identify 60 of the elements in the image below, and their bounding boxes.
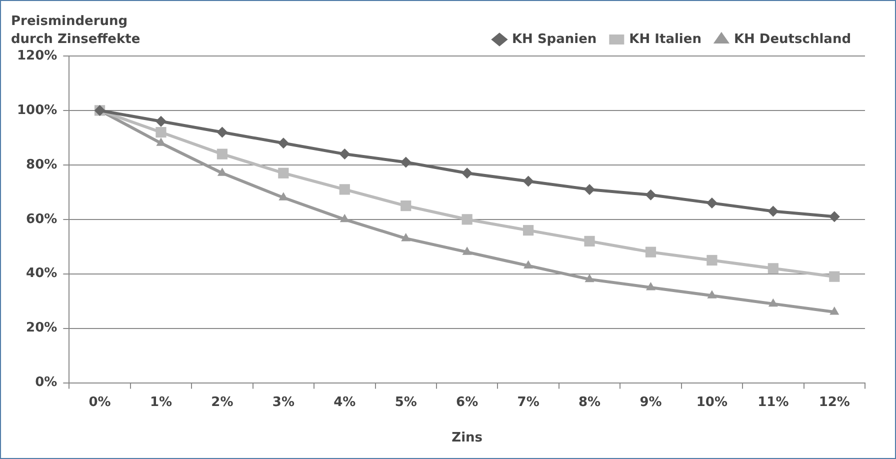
y-tick-label: 0%	[35, 375, 58, 390]
point	[217, 168, 227, 176]
point	[707, 290, 717, 298]
point	[706, 198, 718, 209]
legend-label: KH Spanien	[512, 32, 597, 47]
point	[646, 282, 656, 290]
point	[400, 200, 412, 212]
point	[522, 224, 534, 236]
x-tick-label: 8%	[578, 394, 601, 410]
point	[584, 184, 596, 195]
point	[768, 206, 779, 217]
x-tick-label: 11%	[758, 394, 789, 410]
point	[584, 236, 595, 246]
point	[339, 184, 350, 195]
y-tick-label: 100%	[16, 102, 58, 118]
point	[462, 168, 473, 179]
point	[400, 156, 412, 168]
legend-label: KH Italien	[629, 32, 702, 47]
point	[216, 148, 228, 160]
point	[156, 126, 166, 138]
point	[645, 246, 656, 258]
x-tick-label: 4%	[334, 394, 356, 410]
point	[278, 192, 288, 200]
point	[401, 232, 411, 242]
legend-label: KH Deutschland	[734, 32, 851, 47]
x-tick-label: 0%	[88, 394, 111, 410]
y-tick-label: 40%	[26, 266, 58, 282]
point	[462, 246, 472, 255]
x-tick-label: 6%	[456, 394, 478, 410]
y-tick-label: 80%	[26, 157, 58, 172]
point	[216, 126, 228, 138]
chart-title: Preisminderung durch Zinseffekte	[11, 13, 140, 49]
point	[830, 306, 840, 315]
point	[768, 263, 778, 274]
point	[278, 138, 289, 149]
point	[278, 168, 289, 178]
x-tick-label: 1%	[150, 394, 172, 410]
point	[462, 214, 472, 225]
y-tick-label: 120%	[16, 48, 58, 64]
y-tick-label: 60%	[26, 212, 58, 227]
point	[645, 189, 656, 200]
x-tick-label: 12%	[818, 394, 850, 410]
y-tick-label: 20%	[26, 320, 58, 336]
point	[155, 116, 166, 127]
x-tick-label: 10%	[696, 394, 728, 410]
point	[828, 211, 840, 222]
point	[340, 214, 350, 222]
x-tick-label: 2%	[211, 394, 234, 410]
x-tick-label: 5%	[394, 394, 417, 410]
point	[524, 260, 534, 268]
x-axis-title: Zins	[452, 430, 483, 446]
point	[829, 271, 840, 282]
x-tick-label: 7%	[517, 394, 540, 410]
x-tick-label: 3%	[272, 394, 294, 410]
point	[339, 148, 350, 160]
point	[522, 176, 534, 187]
point	[584, 274, 594, 282]
point	[768, 298, 778, 307]
point	[706, 254, 718, 266]
x-tick-label: 9%	[640, 394, 662, 410]
